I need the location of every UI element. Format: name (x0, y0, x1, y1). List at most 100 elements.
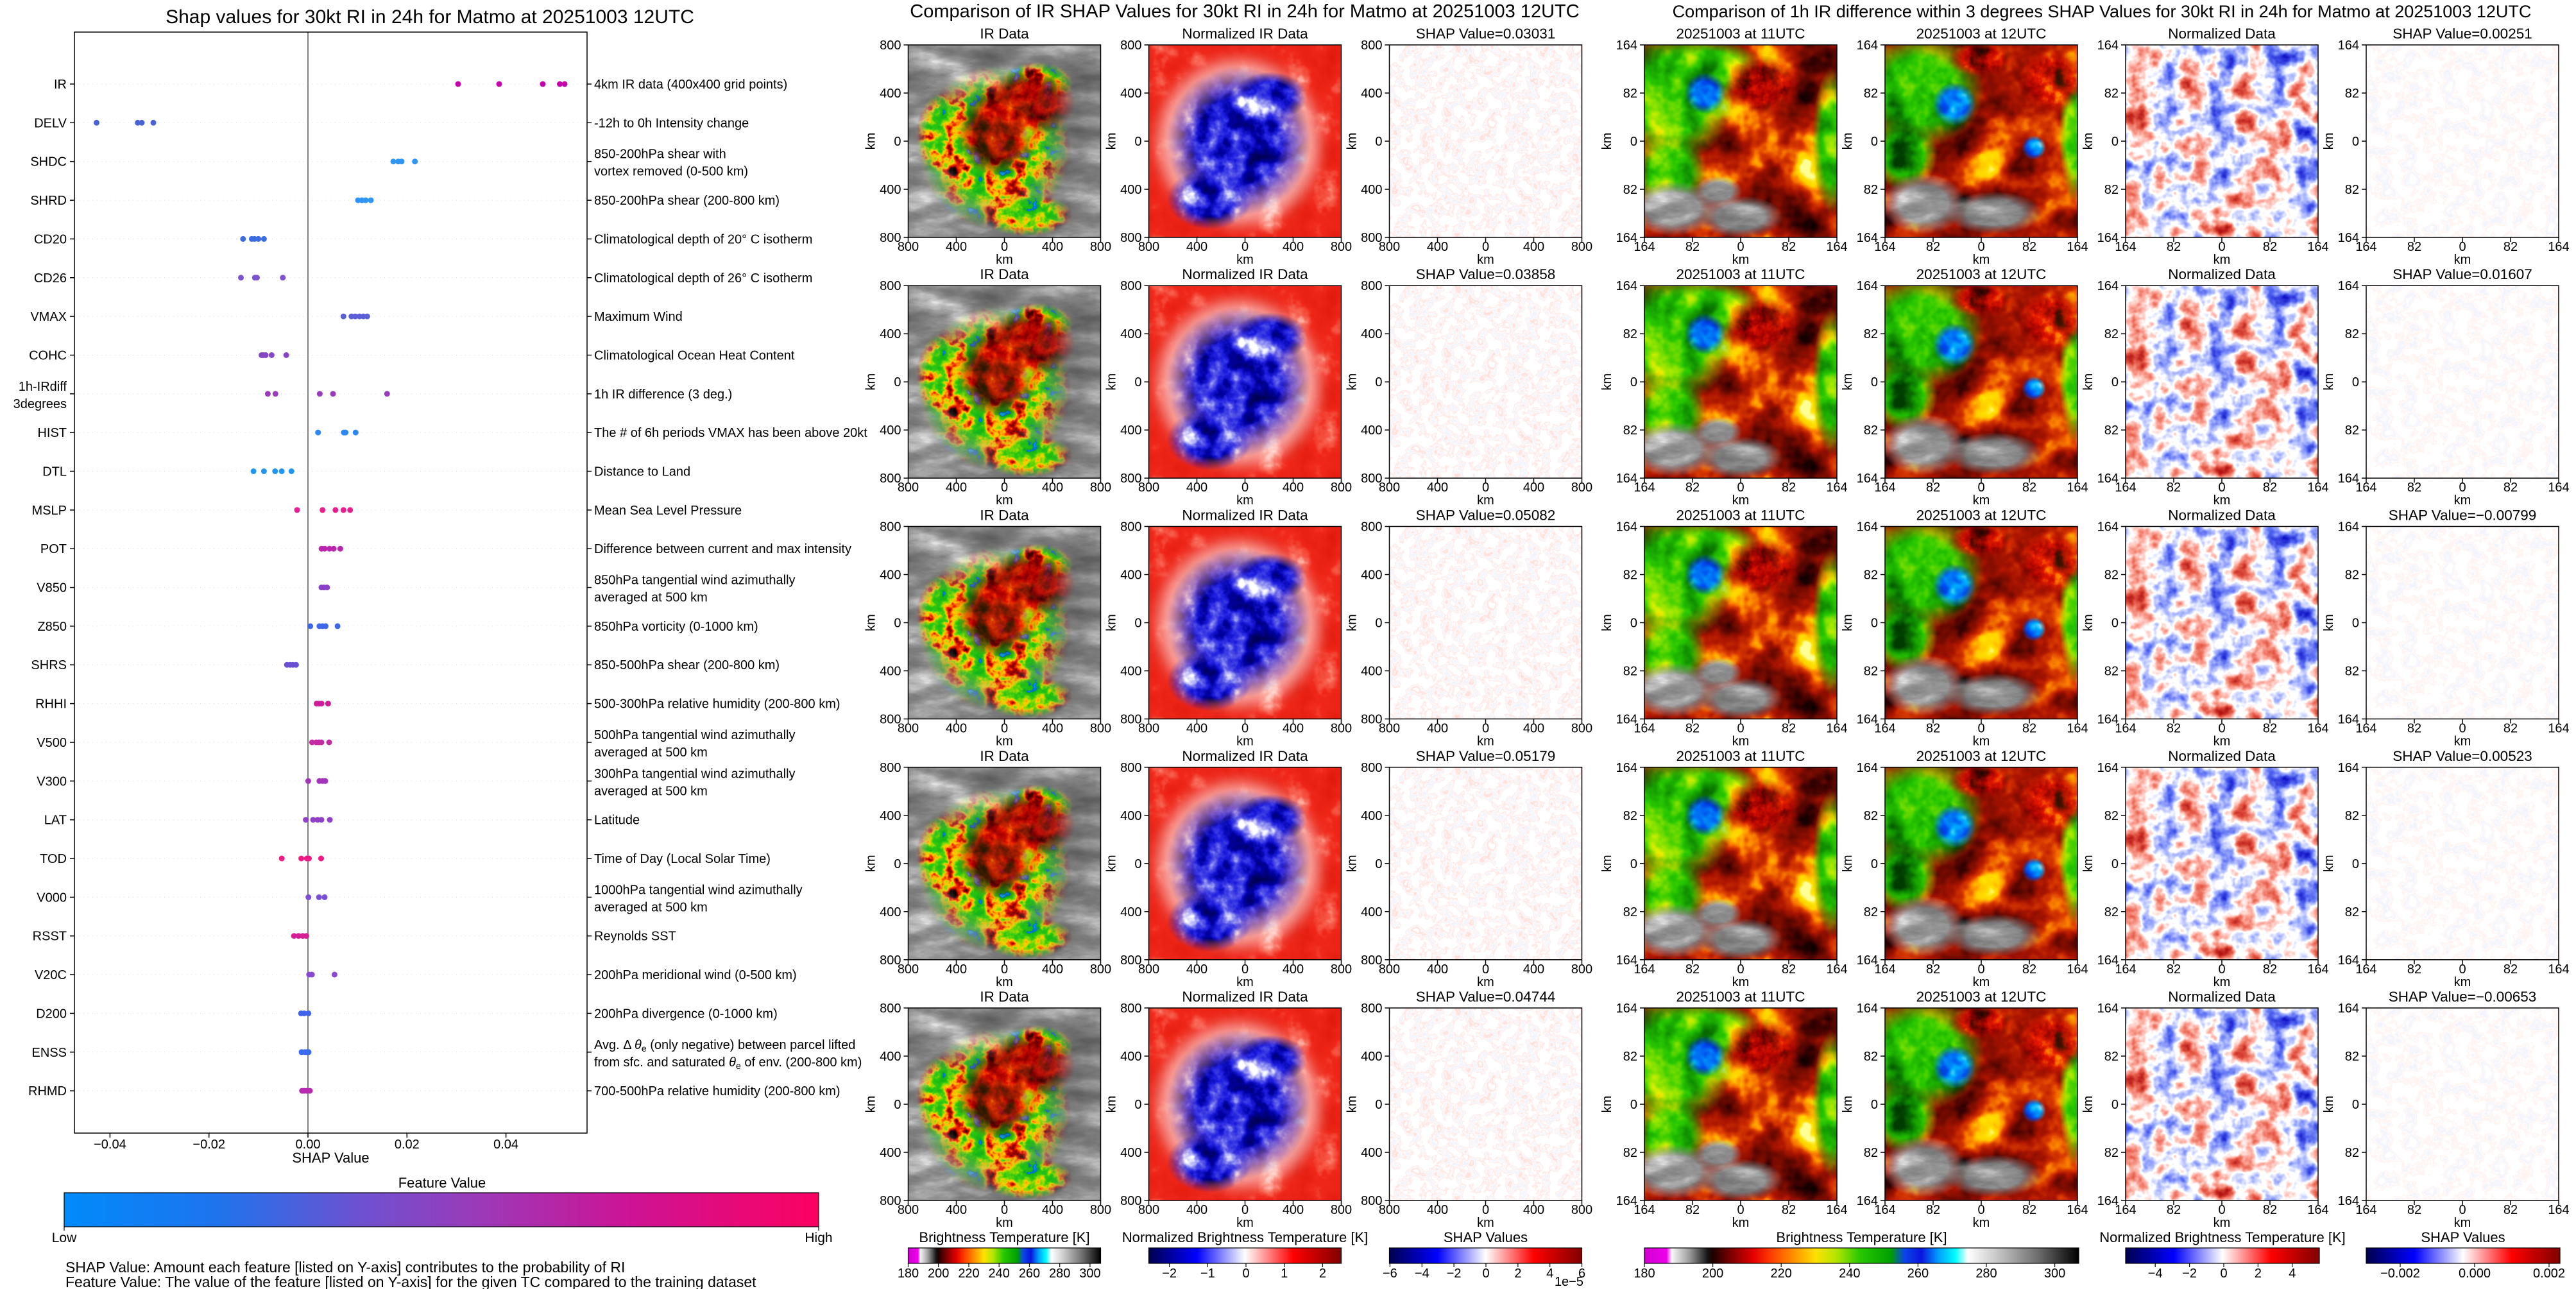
svg-text:km: km (1973, 735, 1990, 749)
svg-text:km: km (2213, 253, 2231, 267)
svg-text:850hPa tangential wind azimuth: 850hPa tangential wind azimuthally (594, 574, 796, 588)
svg-text:km: km (1105, 855, 1119, 872)
svg-text:km: km (864, 133, 878, 150)
svg-text:km: km (1236, 1216, 1254, 1230)
svg-text:82: 82 (2104, 1050, 2119, 1064)
svg-text:800: 800 (1331, 481, 1352, 495)
svg-text:164: 164 (2338, 279, 2359, 293)
svg-text:SHAP Value=0.03858: SHAP Value=0.03858 (1416, 266, 1555, 282)
svg-text:−2: −2 (2182, 1267, 2197, 1281)
svg-text:800: 800 (1571, 1203, 1592, 1217)
svg-text:Mean Sea Level Pressure: Mean Sea Level Pressure (594, 504, 742, 518)
svg-text:850-500hPa shear (200-800 km): 850-500hPa shear (200-800 km) (594, 658, 780, 672)
svg-text:km: km (2213, 735, 2231, 749)
svg-text:DELV: DELV (34, 116, 67, 130)
svg-text:400: 400 (1120, 183, 1141, 197)
svg-text:0: 0 (1241, 1203, 1249, 1217)
svg-text:400: 400 (880, 809, 901, 823)
svg-text:400: 400 (946, 481, 967, 495)
svg-text:164: 164 (1633, 240, 1655, 254)
svg-text:MSLP: MSLP (32, 504, 67, 518)
svg-text:400: 400 (946, 722, 967, 736)
svg-text:V850: V850 (37, 581, 67, 595)
svg-text:Z850: Z850 (37, 620, 67, 634)
svg-text:82: 82 (2022, 1203, 2036, 1217)
svg-text:20251003 at 12UTC: 20251003 at 12UTC (1916, 508, 2047, 524)
svg-text:800: 800 (1090, 481, 1111, 495)
svg-text:164: 164 (2338, 713, 2359, 727)
svg-text:Shap values for 30kt RI in 24h: Shap values for 30kt RI in 24h for Matmo… (166, 6, 694, 28)
svg-text:800: 800 (1379, 481, 1400, 495)
svg-text:82: 82 (1926, 722, 1940, 736)
svg-text:164: 164 (2355, 1203, 2376, 1217)
svg-text:850hPa vorticity (0-1000 km): 850hPa vorticity (0-1000 km) (594, 620, 758, 634)
svg-text:164: 164 (2548, 1203, 2569, 1217)
svg-text:82: 82 (2345, 423, 2359, 438)
svg-text:164: 164 (1826, 481, 1847, 495)
svg-text:164: 164 (2338, 1194, 2359, 1208)
svg-text:82: 82 (1864, 905, 1878, 919)
svg-text:800: 800 (1120, 231, 1141, 245)
svg-text:82: 82 (1782, 962, 1796, 977)
svg-text:800: 800 (898, 240, 919, 254)
svg-text:800: 800 (880, 1194, 901, 1208)
svg-text:180: 180 (1633, 1267, 1655, 1281)
svg-text:164: 164 (1857, 231, 1878, 245)
svg-text:Normalized IR Data: Normalized IR Data (1182, 989, 1308, 1005)
svg-text:164: 164 (2115, 481, 2136, 495)
svg-text:SHAP Value=0.05082: SHAP Value=0.05082 (1416, 508, 1555, 524)
svg-text:400: 400 (1120, 809, 1141, 823)
svg-text:164: 164 (2307, 962, 2328, 977)
svg-text:82: 82 (2022, 722, 2036, 736)
svg-text:km: km (1841, 1096, 1855, 1113)
svg-text:km: km (2454, 735, 2471, 749)
svg-text:SHAP Value=0.04744: SHAP Value=0.04744 (1416, 989, 1555, 1005)
svg-text:220: 220 (958, 1267, 979, 1281)
svg-text:82: 82 (2263, 962, 2277, 977)
svg-text:VMAX: VMAX (30, 310, 67, 324)
svg-text:The # of 6h periods VMAX has b: The # of 6h periods VMAX has been above … (594, 426, 867, 440)
svg-text:HIST: HIST (37, 426, 67, 440)
svg-text:km: km (1345, 855, 1360, 872)
svg-text:averaged at 500 km: averaged at 500 km (594, 591, 708, 605)
svg-text:800: 800 (1361, 953, 1382, 968)
svg-text:km: km (2081, 855, 2095, 872)
svg-text:164: 164 (2548, 722, 2569, 736)
svg-text:800: 800 (1138, 1203, 1159, 1217)
svg-text:6: 6 (1578, 1267, 1585, 1281)
svg-text:0.04: 0.04 (493, 1138, 518, 1152)
svg-text:400: 400 (1186, 722, 1207, 736)
svg-text:0: 0 (1241, 722, 1249, 736)
svg-text:SHAP Value=−0.00653: SHAP Value=−0.00653 (2389, 989, 2537, 1005)
svg-text:4km IR data (400x400 grid poin: 4km IR data (400x400 grid points) (594, 78, 787, 92)
svg-text:800: 800 (1361, 38, 1382, 53)
svg-text:0: 0 (1134, 1098, 1141, 1112)
svg-text:0: 0 (2352, 1098, 2359, 1112)
svg-text:800: 800 (1138, 481, 1159, 495)
svg-text:km: km (2454, 1216, 2471, 1230)
svg-text:82: 82 (1864, 327, 1878, 341)
svg-text:800: 800 (1120, 279, 1141, 293)
svg-text:km: km (1600, 373, 1614, 391)
svg-text:400: 400 (1427, 1203, 1448, 1217)
svg-text:Normalized Data: Normalized Data (2168, 748, 2276, 764)
svg-text:82: 82 (1782, 1203, 1796, 1217)
svg-text:SHRD: SHRD (30, 194, 67, 208)
svg-text:Feature Value: The value of th: Feature Value: The value of the feature … (65, 1274, 756, 1289)
svg-text:0: 0 (1134, 375, 1141, 389)
svg-text:CD20: CD20 (34, 232, 67, 246)
svg-text:164: 164 (1616, 1002, 1637, 1016)
svg-text:82: 82 (1864, 568, 1878, 583)
svg-text:D200: D200 (36, 1007, 67, 1021)
svg-text:82: 82 (2167, 722, 2181, 736)
svg-text:164: 164 (2115, 240, 2136, 254)
svg-text:0: 0 (1482, 481, 1489, 495)
svg-text:km: km (2081, 373, 2095, 391)
svg-text:400: 400 (880, 327, 901, 341)
svg-text:SHRS: SHRS (31, 658, 67, 672)
svg-text:km: km (1345, 1096, 1360, 1113)
svg-text:800: 800 (1090, 722, 1111, 736)
svg-text:82: 82 (2345, 665, 2359, 679)
svg-text:800: 800 (880, 472, 901, 486)
svg-text:km: km (1600, 133, 1614, 150)
